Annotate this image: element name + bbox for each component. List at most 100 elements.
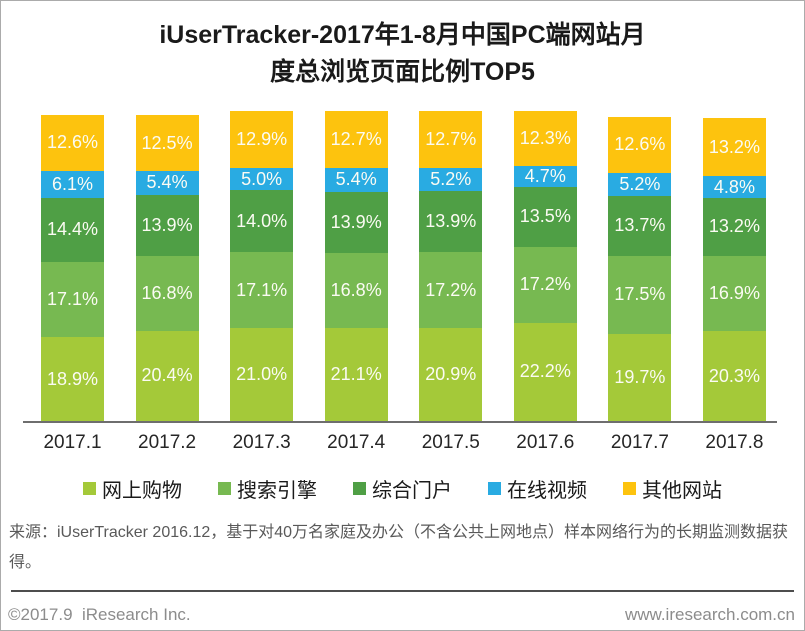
segment-value-label: 21.1%: [330, 363, 382, 384]
bar-segment: 13.9%: [419, 190, 483, 253]
segment-value-label: 6.1%: [51, 173, 94, 194]
bar-segment: 4.8%: [702, 176, 766, 198]
segment-value-label: 12.9%: [236, 129, 288, 150]
bar-segment: 17.5%: [608, 256, 672, 334]
stacked-bar: 21.1% 16.8% 13.9% 5.4% 12.7%: [324, 111, 388, 421]
segment-value-label: 19.7%: [614, 366, 666, 387]
x-axis-label: 2017.2: [138, 432, 197, 453]
segment-value-label: 13.5%: [519, 206, 571, 227]
bar-segment: 5.4%: [324, 167, 388, 192]
legend-label: 其他网站: [642, 480, 722, 502]
x-axis-label: 2017.5: [421, 432, 480, 453]
legend-item: 搜索引擎: [218, 474, 317, 503]
bar-segment: 12.7%: [324, 111, 388, 168]
bar-segment: 21.1%: [324, 327, 388, 421]
copyright-text: ©2017.9 iResearch Inc.: [8, 605, 191, 624]
segment-value-label: 12.6%: [614, 134, 666, 155]
legend-label: 在线视频: [507, 480, 587, 502]
segment-value-label: 21.0%: [236, 364, 288, 384]
legend-swatch: [353, 482, 366, 495]
chart-area: 18.9% 17.1% 14.4% 6.1% 12.6% 20.4% 16.8% 13.9% 5…: [23, 110, 777, 423]
x-axis-label: 2017.6: [516, 432, 575, 453]
segment-value-label: 5.4%: [146, 172, 188, 193]
legend-label: 综合门户: [372, 480, 452, 502]
segment-value-label: 12.7%: [330, 128, 382, 149]
bar-segment: 5.4%: [135, 170, 199, 195]
bar-segment: 13.7%: [608, 195, 672, 257]
bar-segment: 5.0%: [230, 168, 294, 191]
segment-value-label: 4.7%: [524, 165, 566, 186]
stacked-bar: 19.7% 17.5% 13.7% 5.2% 12.6%: [608, 116, 672, 421]
bar-segment: 12.5%: [135, 115, 199, 171]
footer-divider: [11, 590, 794, 592]
segment-value-label: 17.5%: [614, 284, 666, 305]
bar-segment: 13.9%: [324, 191, 388, 254]
segment-value-label: 20.9%: [425, 364, 477, 385]
legend-item: 综合门户: [353, 474, 452, 503]
segment-value-label: 4.8%: [713, 176, 755, 197]
bar-segment: 21.0%: [230, 328, 294, 421]
segment-value-label: 12.5%: [141, 132, 193, 153]
stacked-bar: 20.4% 16.8% 13.9% 5.4% 12.5%: [135, 115, 199, 421]
segment-value-label: 13.2%: [708, 136, 760, 157]
bar-segment: 16.9%: [702, 256, 766, 332]
bar-segment: 5.2%: [419, 167, 483, 191]
segment-value-label: 5.0%: [241, 168, 283, 189]
bar-segment: 17.2%: [513, 246, 577, 323]
bar-segment: 12.9%: [230, 111, 294, 169]
bar-segment: 5.2%: [608, 172, 672, 196]
segment-value-label: 18.9%: [46, 368, 99, 389]
bar-segment: 12.7%: [419, 111, 483, 168]
legend-item: 网上购物: [83, 474, 182, 503]
plot-area: 18.9% 17.1% 14.4% 6.1% 12.6% 20.4% 16.8% 13.9% 5…: [23, 110, 777, 421]
x-axis-label: 2017.8: [705, 432, 764, 453]
legend-item: 在线视频: [488, 474, 587, 503]
segment-value-label: 14.4%: [46, 219, 99, 240]
segment-value-label: 12.6%: [46, 132, 99, 153]
bar-segment: 20.4%: [135, 330, 199, 421]
segment-value-label: 5.2%: [619, 173, 661, 194]
stacked-bar: 20.3% 16.9% 13.2% 4.8% 13.2%: [702, 117, 766, 421]
bar-segment: 13.2%: [702, 197, 766, 257]
legend-swatch: [488, 482, 501, 495]
x-axis-label: 2017.4: [327, 432, 386, 453]
bar-segment: 13.9%: [135, 194, 199, 257]
segment-value-label: 17.1%: [236, 279, 288, 300]
segment-value-label: 5.2%: [430, 168, 472, 189]
legend-swatch: [218, 482, 231, 495]
segment-value-label: 13.9%: [425, 210, 477, 231]
segment-value-label: 12.3%: [519, 128, 571, 149]
bar-segment: 17.2%: [419, 252, 483, 329]
x-axis-labels: 2017.1 2017.2 2017.3 2017.4 2017.5 2017.6 2017…: [23, 432, 777, 454]
segment-value-label: 22.2%: [519, 361, 571, 382]
x-axis-label: 2017.7: [610, 432, 669, 453]
chart-title-line2: 度总浏览页面比例TOP5: [270, 58, 535, 86]
bar-segment: 16.8%: [135, 256, 199, 331]
bar-segment: 6.1%: [41, 170, 104, 198]
segment-value-label: 13.9%: [330, 211, 382, 232]
segment-value-label: 5.4%: [335, 169, 377, 190]
segment-value-label: 13.2%: [708, 216, 760, 237]
legend-swatch: [83, 482, 96, 495]
segment-value-label: 16.8%: [141, 282, 193, 303]
bar-segment: 19.7%: [608, 333, 672, 421]
segment-value-label: 14.0%: [236, 210, 288, 231]
bar-segment: 20.3%: [702, 331, 766, 421]
legend-item: 其他网站: [623, 474, 722, 503]
bar-segment: 17.1%: [230, 252, 294, 328]
bar-segment: 14.0%: [230, 190, 294, 253]
bar-segment: 12.3%: [513, 111, 577, 166]
legend-label: 搜索引擎: [237, 480, 317, 502]
stacked-bar: 21.0% 17.1% 14.0% 5.0% 12.9%: [230, 111, 294, 421]
x-axis-label: 2017.1: [43, 432, 102, 453]
bar-segment: 4.7%: [513, 165, 577, 187]
segment-value-label: 17.1%: [46, 288, 99, 309]
legend-label: 网上购物: [102, 480, 182, 502]
segment-value-label: 13.7%: [614, 215, 666, 236]
bar-segment: 14.4%: [41, 197, 104, 262]
segment-value-label: 13.9%: [141, 214, 193, 235]
chart-title-line1: iUserTracker-2017年1-8月中国PC端网站月: [159, 21, 646, 49]
website-link[interactable]: www.iresearch.com.cn: [624, 605, 795, 624]
bar-segment: 13.2%: [702, 117, 766, 177]
segment-value-label: 16.9%: [708, 283, 760, 304]
